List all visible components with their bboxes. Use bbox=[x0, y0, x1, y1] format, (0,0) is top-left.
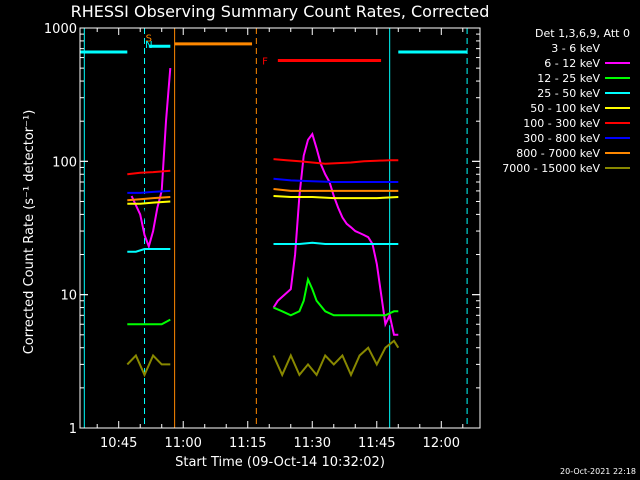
x-tick-label: 12:00 bbox=[423, 436, 460, 451]
series-line-7-1 bbox=[273, 188, 399, 192]
series-line-6-0 bbox=[127, 189, 171, 194]
flag-label-5: S bbox=[146, 33, 152, 44]
legend-label-8: 7000 - 15000 keV bbox=[502, 162, 600, 175]
flag-label-4: F bbox=[262, 57, 268, 68]
legend-label-2: 12 - 25 keV bbox=[537, 72, 600, 85]
legend-label-5: 100 - 300 keV bbox=[523, 117, 600, 130]
time-markers bbox=[83, 28, 468, 428]
y-tick-label: 1000 bbox=[44, 22, 77, 37]
series-line-5-1 bbox=[273, 158, 399, 165]
x-axis: 10:45 11:00 11:15 11:30 11:45 12:00 bbox=[96, 28, 464, 451]
series-line-4-1 bbox=[273, 195, 399, 200]
x-tick-label: 11:15 bbox=[229, 436, 266, 451]
legend-label-3: 25 - 50 keV bbox=[537, 87, 600, 100]
y-axis-label: Corrected Count Rate (s⁻¹ detector⁻¹) bbox=[22, 110, 37, 355]
chart-title: RHESSI Observing Summary Count Rates, Co… bbox=[71, 2, 490, 21]
y-axis: 1 10 100 1000 bbox=[44, 22, 480, 437]
x-tick-label: 11:45 bbox=[358, 436, 395, 451]
legend-label-1: 6 - 12 keV bbox=[544, 57, 600, 70]
legend-label-4: 50 - 100 keV bbox=[530, 102, 600, 115]
legend: 3 - 6 keV 6 - 12 keV 12 - 25 keV 25 - 50 ke… bbox=[502, 42, 630, 175]
plot-frame bbox=[79, 27, 481, 429]
series-line-1-0 bbox=[130, 68, 172, 250]
legend-label-0: 3 - 6 keV bbox=[551, 42, 600, 55]
x-tick-label: 10:45 bbox=[100, 436, 137, 451]
series-line-8-1 bbox=[272, 339, 400, 378]
y-tick-label: 10 bbox=[60, 289, 77, 304]
footer-timestamp: 20-Oct-2021 22:18 bbox=[560, 467, 636, 476]
series-line-3-0 bbox=[127, 248, 171, 253]
series-line-2-0 bbox=[127, 318, 171, 326]
x-axis-label: Start Time (09-Oct-14 10:32:02) bbox=[175, 455, 385, 470]
flag-label-6: N bbox=[145, 40, 152, 51]
x-tick-label: 11:30 bbox=[294, 436, 331, 451]
legend-label-6: 300 - 800 keV bbox=[523, 132, 600, 145]
y-tick-label: 100 bbox=[52, 155, 77, 170]
series-layer bbox=[126, 68, 400, 378]
series-line-2-1 bbox=[273, 276, 399, 317]
x-tick-label: 11:00 bbox=[164, 436, 201, 451]
series-line-3-1 bbox=[273, 241, 399, 245]
flag-bars: F SN bbox=[80, 33, 468, 68]
series-line-1-1 bbox=[272, 131, 399, 336]
y-tick-label: 1 bbox=[69, 422, 77, 437]
series-line-6-1 bbox=[273, 177, 399, 183]
series-line-5-0 bbox=[127, 169, 171, 176]
series-line-7-0 bbox=[127, 196, 171, 202]
legend-title: Det 1,3,6,9, Att 0 bbox=[535, 27, 630, 40]
series-line-8-0 bbox=[126, 353, 171, 378]
series-line-4-0 bbox=[127, 200, 171, 205]
legend-label-7: 800 - 7000 keV bbox=[516, 147, 600, 160]
